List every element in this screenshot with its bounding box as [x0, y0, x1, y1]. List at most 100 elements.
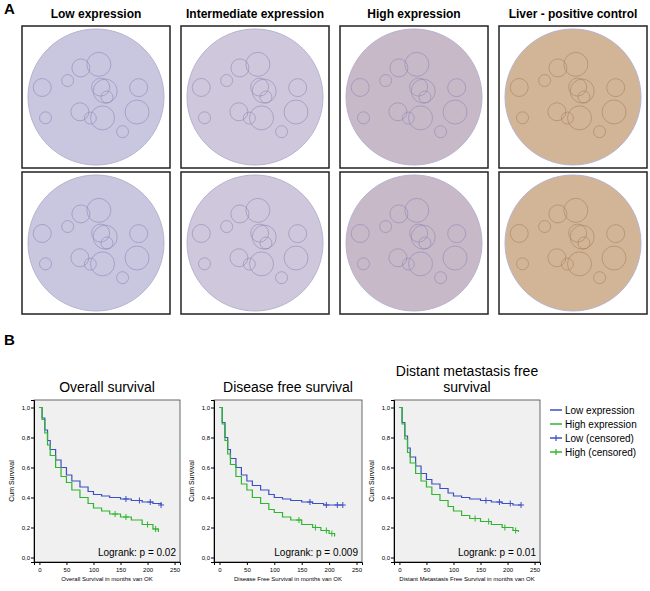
y-tick: 1,0: [382, 405, 394, 411]
y-tick-label: 0,6: [202, 465, 211, 471]
x-tick-mark: [481, 562, 482, 565]
y-axis-line: [211, 401, 215, 563]
censor-mark: [329, 531, 335, 537]
y-tick: 0,6: [202, 465, 214, 471]
x-tick-mark: [302, 562, 303, 565]
tissue-texture: [568, 252, 592, 276]
y-tick-label: 0,0: [202, 555, 211, 561]
x-tick-mark: [274, 562, 275, 565]
tissue-texture: [409, 106, 433, 130]
tissue-texture: [289, 225, 307, 243]
y-tick-label: 0,8: [22, 435, 31, 441]
y-tick-mark: [31, 558, 34, 559]
x-tick-mark: [66, 562, 67, 565]
tissue-texture: [221, 221, 233, 233]
censor-mark: [158, 502, 164, 508]
y-axis-title: Cum Survival: [368, 460, 375, 502]
tissue-texture: [549, 59, 567, 77]
tissue-texture: [192, 224, 210, 242]
x-tick-label: 200: [503, 567, 514, 573]
tissue-texture: [93, 79, 117, 103]
tissue-core: [187, 175, 323, 311]
tissue-texture: [569, 224, 587, 242]
tissue-texture: [130, 79, 148, 97]
tissue-texture: [117, 126, 129, 138]
x-axis-title: Distant Metastasis Free Survival in mont…: [399, 576, 534, 582]
panel-label: A: [4, 0, 15, 17]
tissue-texture: [230, 103, 248, 121]
tissue-texture: [92, 224, 110, 242]
tissue-texture: [192, 78, 210, 96]
y-tick-label: 0,6: [382, 465, 391, 471]
y-tick-label: 0,0: [382, 555, 391, 561]
x-tick-mark: [426, 562, 427, 565]
chart-title: Distant metastasis freesurvival: [396, 363, 539, 395]
y-tick-mark: [31, 498, 34, 499]
legend-line: [550, 409, 562, 411]
x-tick: 0: [38, 562, 42, 573]
x-axis-line: [215, 563, 363, 566]
x-tick: 200: [143, 562, 154, 573]
y-tick-mark: [211, 408, 214, 409]
tissue-texture: [539, 221, 551, 233]
legend-label: High expression: [565, 419, 637, 430]
x-tick: 250: [530, 562, 541, 573]
censor-mark: [483, 498, 489, 504]
tissue-texture: [289, 79, 307, 97]
tissue-texture: [390, 59, 408, 77]
x-tick-mark: [247, 562, 248, 565]
y-tick-label: 0,8: [382, 435, 391, 441]
censor-mark: [123, 496, 129, 502]
tissue-texture: [72, 59, 90, 77]
image-frame: [340, 172, 488, 314]
tissue-texture: [405, 198, 429, 222]
x-tick: 150: [297, 562, 308, 573]
y-tick: 0,4: [202, 495, 214, 501]
tissue-texture: [276, 126, 288, 138]
logrank-annotation: Logrank: p = 0.01: [458, 547, 537, 558]
tissue-texture: [62, 221, 74, 233]
tissue-texture: [594, 126, 606, 138]
tissue-texture: [246, 198, 270, 222]
y-tick-mark: [391, 468, 394, 469]
y-tick: 0,0: [22, 555, 34, 561]
survival-curve: [219, 408, 334, 537]
legend-label: High (censored): [565, 447, 636, 458]
censor-mark: [147, 499, 153, 505]
y-tick: 0,6: [382, 465, 394, 471]
x-tick-mark: [357, 562, 358, 565]
y-tick-mark: [31, 408, 34, 409]
x-tick: 250: [170, 562, 181, 573]
x-tick-label: 0: [38, 567, 42, 573]
tissue-texture: [380, 221, 392, 233]
tissue-texture: [389, 249, 407, 267]
x-tick-label: 0: [398, 567, 402, 573]
y-tick-label: 0,4: [382, 495, 391, 501]
tissue-texture: [93, 225, 117, 249]
y-tick: 0,2: [382, 525, 394, 531]
tissue-texture: [443, 246, 467, 270]
x-axis-line: [395, 563, 541, 566]
x-tick-label: 100: [449, 567, 460, 573]
km-chart: Distant metastasis freesurvival050100150…: [368, 363, 541, 582]
censor-mark: [312, 525, 318, 531]
y-axis-title: Cum Survival: [8, 460, 15, 502]
legend-marker: [555, 435, 556, 441]
y-tick-label: 0,4: [202, 495, 211, 501]
x-axis: 050100150200250: [215, 562, 363, 573]
tissue-texture: [87, 52, 111, 76]
x-tick-mark: [175, 562, 176, 565]
tissue-image: [22, 26, 170, 168]
survival-curve: [399, 408, 518, 533]
y-axis-line: [31, 401, 35, 563]
tissue-texture: [549, 205, 567, 223]
legend: Low expressionHigh expressionLow (censor…: [550, 405, 637, 458]
legend-label: Low expression: [565, 405, 634, 416]
tissue-texture: [405, 52, 429, 76]
x-tick-mark: [535, 562, 536, 565]
y-tick: 0,6: [22, 465, 34, 471]
data-layer: [399, 408, 524, 534]
tissue-texture: [564, 198, 588, 222]
x-tick-mark: [453, 562, 454, 565]
tissue-texture: [91, 252, 115, 276]
